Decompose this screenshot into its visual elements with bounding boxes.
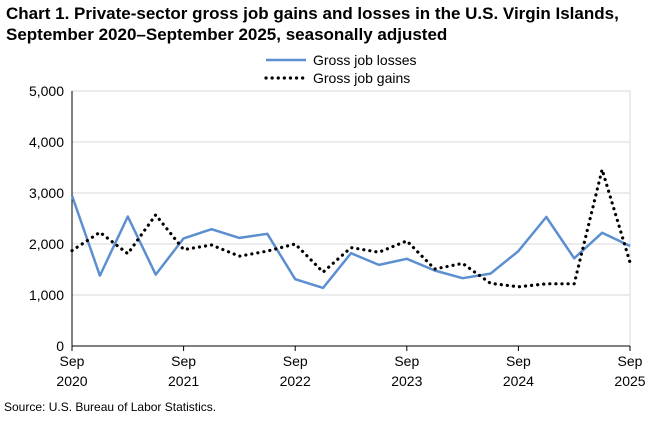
y-tick-label: 2,000: [29, 236, 64, 252]
y-tick-label: 3,000: [29, 185, 64, 201]
x-tick-month-label: Sep: [506, 353, 531, 369]
source-note: Source: U.S. Bureau of Labor Statistics.: [4, 400, 217, 414]
y-tick-label: 0: [56, 338, 64, 354]
y-tick-label: 4,000: [29, 134, 64, 150]
y-tick-label: 1,000: [29, 287, 64, 303]
chart-title-line-1: Chart 1. Private-sector gross job gains …: [6, 4, 619, 23]
chart-title: Chart 1. Private-sector gross job gains …: [6, 3, 656, 45]
legend-label: Gross job losses: [313, 52, 416, 68]
series-line-gross-job-gains: [70, 167, 632, 289]
x-tick-year-label: 2020: [56, 373, 87, 389]
legend-label: Gross job gains: [313, 70, 410, 86]
x-tick-year-label: 2023: [391, 373, 422, 389]
x-tick-month-label: Sep: [618, 353, 643, 369]
x-tick-month-label: Sep: [60, 353, 85, 369]
x-tick-year-label: 2022: [280, 373, 311, 389]
x-tick-month-label: Sep: [171, 353, 196, 369]
x-tick-month-label: Sep: [394, 353, 419, 369]
y-tick-label: 5,000: [29, 83, 64, 99]
x-tick-year-label: 2021: [168, 373, 199, 389]
chart-title-line-2: September 2020–September 2025, seasonall…: [6, 25, 448, 44]
x-tick-year-label: 2025: [614, 373, 645, 389]
x-tick-year-label: 2024: [503, 373, 534, 389]
series-line-gross-job-losses: [70, 195, 631, 290]
x-tick-month-label: Sep: [283, 353, 308, 369]
